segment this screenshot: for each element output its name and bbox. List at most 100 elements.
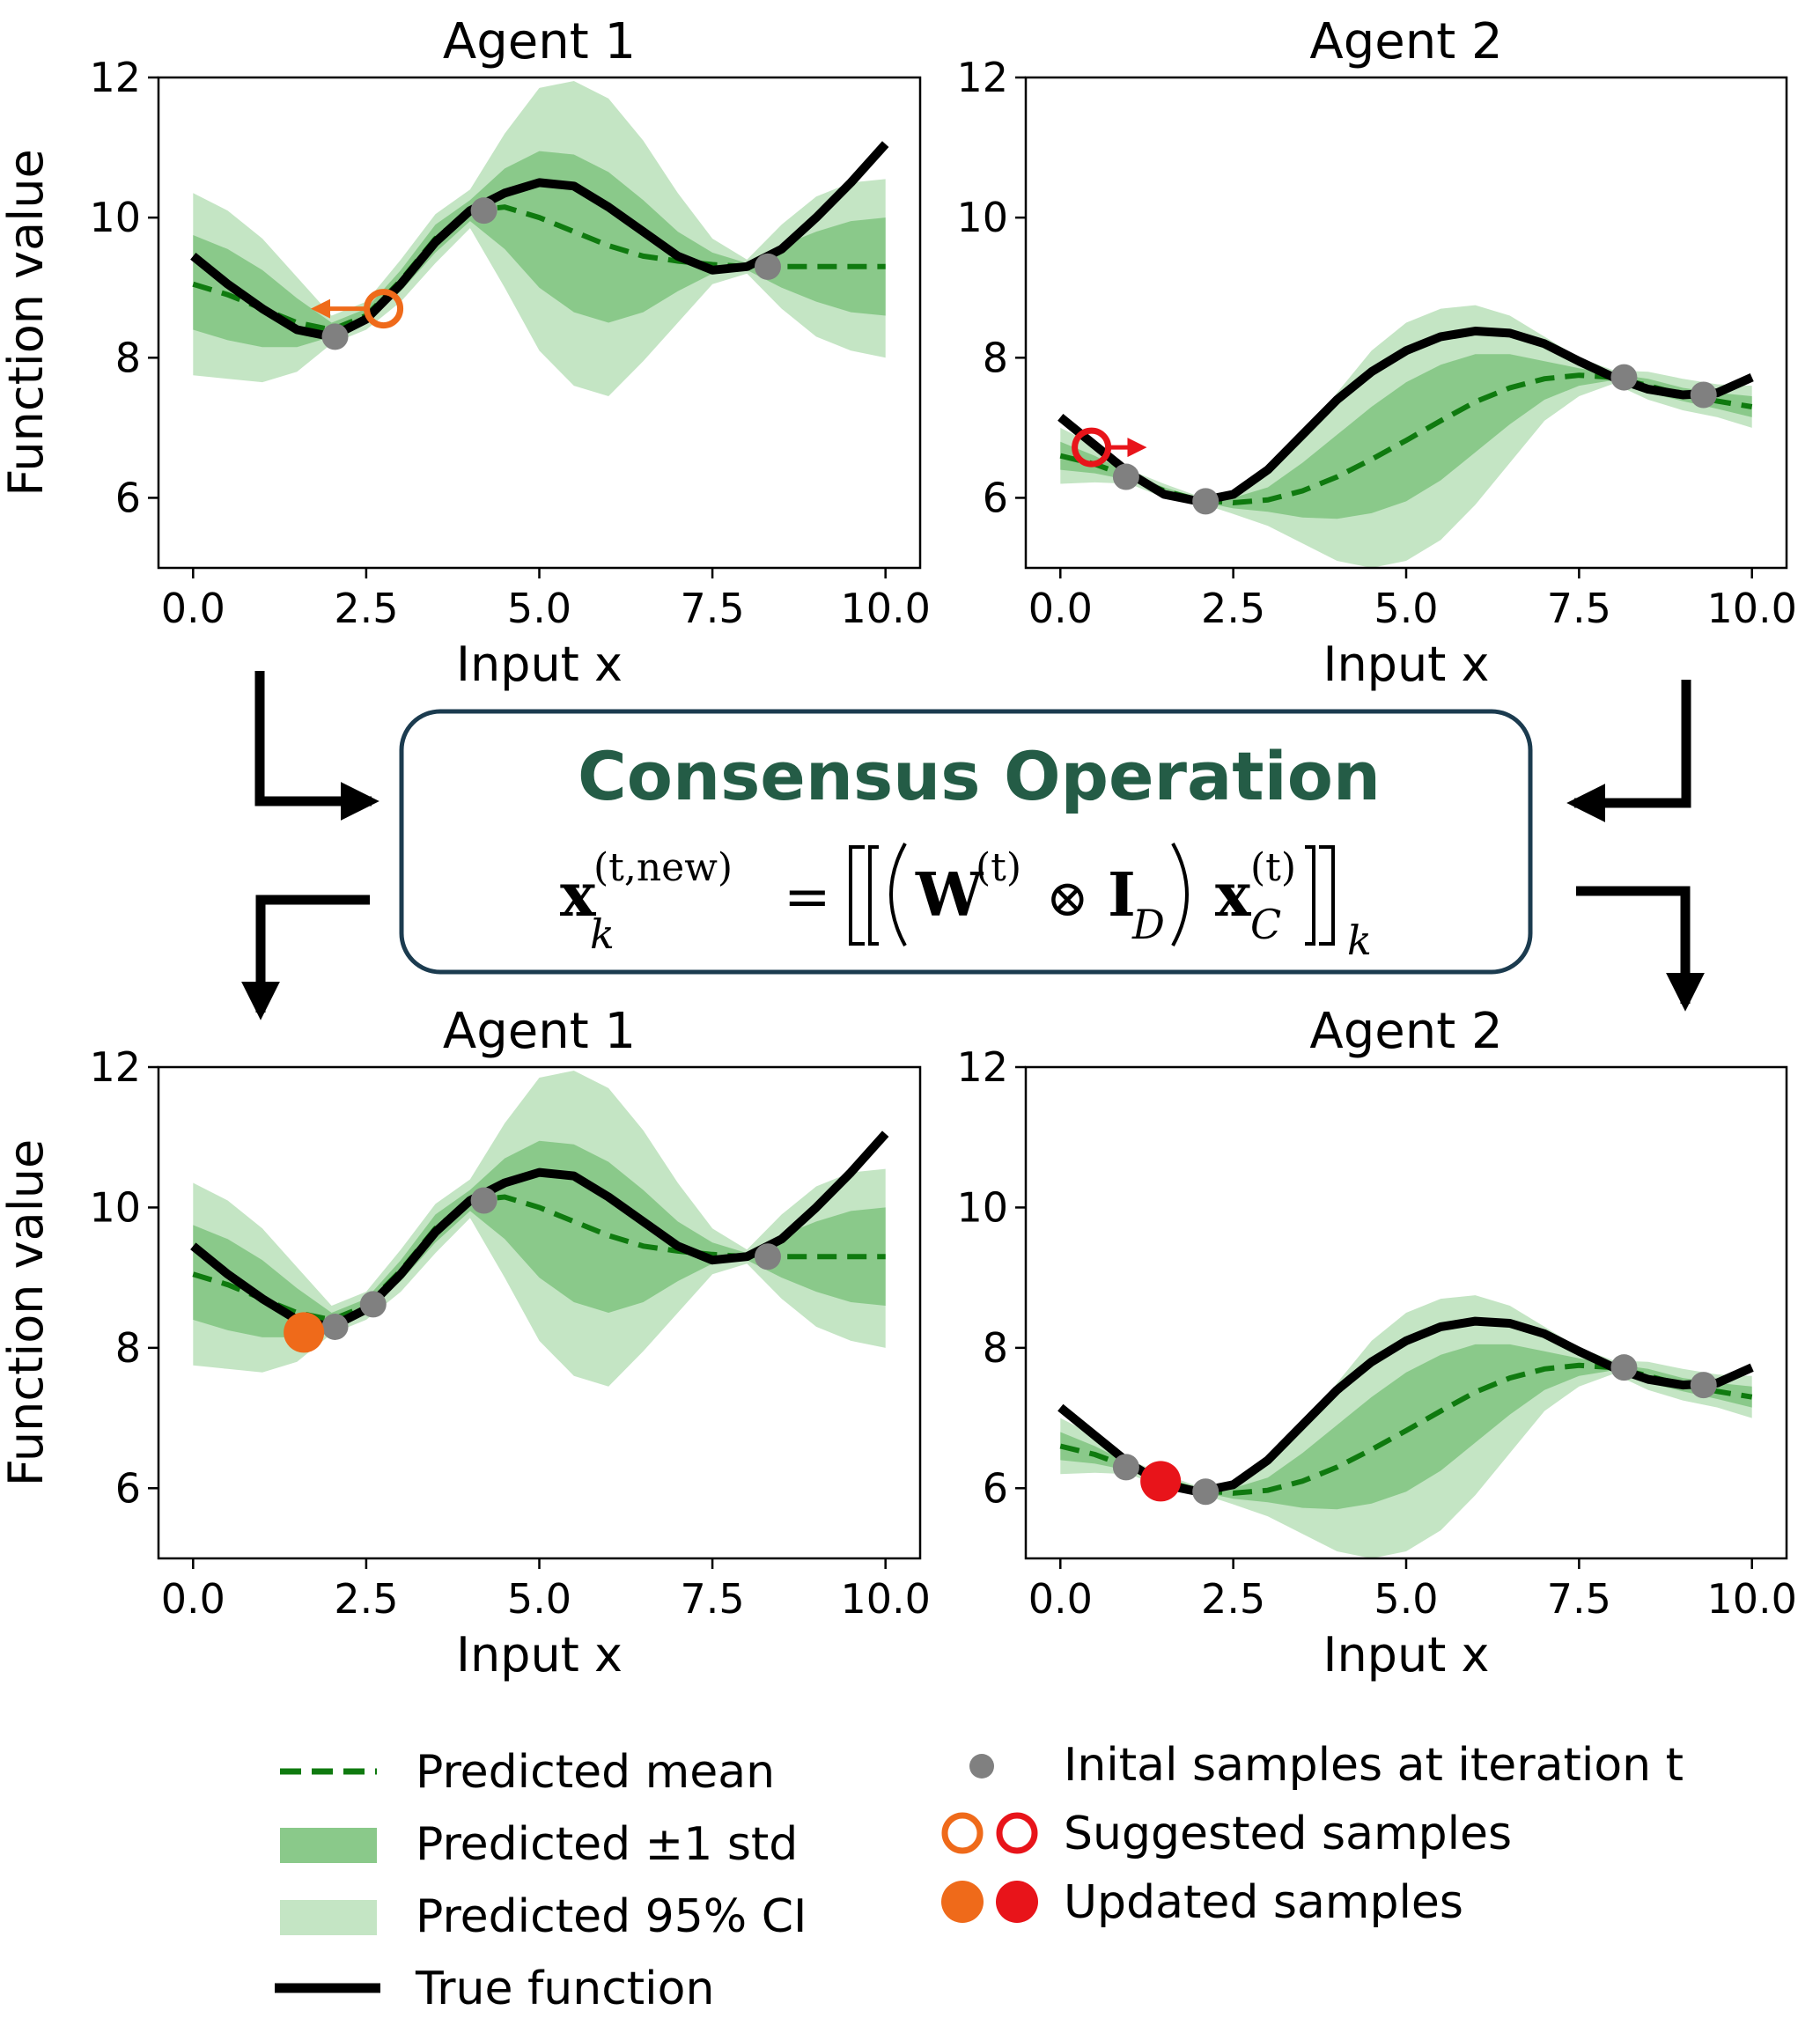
y-axis-label: Function value [0,1139,54,1486]
y-tick-label: 12 [956,1043,1008,1091]
std-band [1060,1344,1752,1510]
y-tick-label: 8 [983,1324,1008,1372]
initial-sample-point [470,1187,497,1214]
initial-sample-point [755,253,781,280]
initial-sample-point [755,1243,781,1270]
initial-sample-point [1192,488,1219,515]
suggested-sample-point [364,289,404,329]
x-tick-label: 7.5 [681,1575,745,1623]
eq-k: k [590,910,615,958]
x-tick-label: 0.0 [1028,585,1093,632]
panel-title: Agent 2 [1309,13,1502,70]
initial-sample-point [321,323,349,350]
x-tick-label: 5.0 [507,1575,571,1623]
y-tick-label: 10 [89,1183,141,1231]
agent1-bottom-panel: 0.0 2.5 5.0 7.5 10.0 6 8 10 12 Agent 1 Input x Func… [0,1003,931,1683]
x-tick-label: 0.0 [1028,1575,1093,1623]
y-tick-label: 8 [115,1324,141,1372]
legend-std-swatch [280,1828,377,1863]
x-tick-label: 2.5 [334,585,398,632]
eq-xC: x [1215,860,1251,931]
agent1-top-panel: 0.0 2.5 5.0 7.5 10.0 6 8 10 12 Agent 1 Input x Func… [0,13,931,692]
initial-sample-point [470,197,497,225]
y-tick-label: 10 [956,194,1008,241]
flow-arrow-agent2-out [1576,886,1705,1012]
x-tick-label: 2.5 [334,1575,398,1623]
agent2-bottom-panel: 0.0 2.5 5.0 7.5 10.0 6 8 10 12 Agent 2 Input x [956,1003,1796,1683]
legend-initial-label: Inital samples at iteration t [1064,1739,1684,1792]
x-tick-label: 10.0 [840,585,930,632]
consensus-equation: x k (t,new) = W (t) ⊗ I D x C (t) k [560,843,1372,964]
eq-paren-right [1171,843,1189,946]
x-axis-label: Input x [456,637,623,692]
x-axis-label: Input x [1323,637,1490,692]
legend-initial-marker [969,1754,994,1779]
flow-arrow-agent1-in [254,671,379,821]
x-tick-label: 2.5 [1201,1575,1265,1623]
x-tick-label: 5.0 [1374,585,1438,632]
legend-updated-label: Updated samples [1064,1876,1463,1929]
panel-title: Agent 1 [443,13,636,70]
true-function-line [1057,327,1754,506]
initial-sample-point [321,1313,349,1340]
initial-sample-point [1690,381,1717,409]
consensus-title: Consensus Operation [578,737,1381,815]
legend-std-label: Predicted ±1 std [416,1818,798,1871]
eq-otimes: ⊗ [1046,868,1089,928]
initial-sample-point [359,1291,387,1318]
x-axis-label: Input x [1323,1627,1490,1683]
y-tick-label: 12 [956,54,1008,101]
eq-bracket-right [1305,845,1335,946]
suggested-move-arrowhead [1127,438,1147,458]
eq-W: W [915,860,984,931]
y-tick-label: 6 [983,1464,1008,1512]
panel-title: Agent 1 [443,1003,636,1060]
initial-sample-point [1192,1478,1219,1506]
legend-suggested-marker-agent1 [941,1812,984,1854]
x-tick-label: 7.5 [681,585,745,632]
legend: Predicted mean Predicted ±1 std Predicte… [275,1739,1684,2015]
legend-mean-label: Predicted mean [416,1746,775,1799]
flow-arrows [241,671,1705,1020]
legend-updated-marker-agent2 [996,1881,1038,1923]
x-tick-label: 0.0 [161,1575,225,1623]
consensus-box-border [399,709,1533,975]
eq-xC-sup: (t) [1250,845,1296,890]
updated-sample-point [284,1312,325,1353]
x-tick-label: 0.0 [161,585,225,632]
x-tick-label: 2.5 [1201,585,1265,632]
suggested-sample-point [1072,427,1112,468]
eq-k-outer: k [1347,917,1372,964]
y-tick-label: 12 [89,54,141,101]
initial-sample-point [1690,1372,1717,1399]
x-tick-label: 10.0 [1707,1575,1797,1623]
eq-sup-new: (t,new) [593,845,733,890]
std-band [193,1140,886,1337]
eq-paren-left [889,843,907,946]
x-tick-label: 5.0 [507,585,571,632]
initial-sample-point [1112,1454,1139,1481]
eq-I: I [1108,860,1136,931]
legend-suggested-label: Suggested samples [1064,1808,1512,1860]
eq-x: x [560,860,596,931]
legend-ci-swatch [280,1900,377,1935]
std-band [1060,354,1752,519]
eq-W-sup: (t) [976,845,1021,890]
y-tick-label: 10 [89,194,141,241]
panel-title: Agent 2 [1309,1003,1502,1060]
legend-ci-label: Predicted 95% CI [416,1890,807,1943]
agent2-top-panel: 0.0 2.5 5.0 7.5 10.0 6 8 10 12 Agent 2 Input x [956,13,1796,692]
initial-sample-point [1610,1354,1638,1381]
eq-bracket-left [849,845,879,946]
y-tick-label: 10 [956,1183,1008,1231]
x-axis-label: Input x [456,1627,623,1683]
x-tick-label: 7.5 [1547,585,1611,632]
initial-sample-point [1610,364,1638,391]
eq-D: D [1131,901,1165,948]
legend-true-label: True function [415,1963,714,2015]
suggested-move-arrowhead [311,298,330,319]
y-tick-label: 6 [115,474,141,521]
legend-updated-marker-agent1 [941,1881,984,1923]
y-axis-label: Function value [0,149,54,496]
